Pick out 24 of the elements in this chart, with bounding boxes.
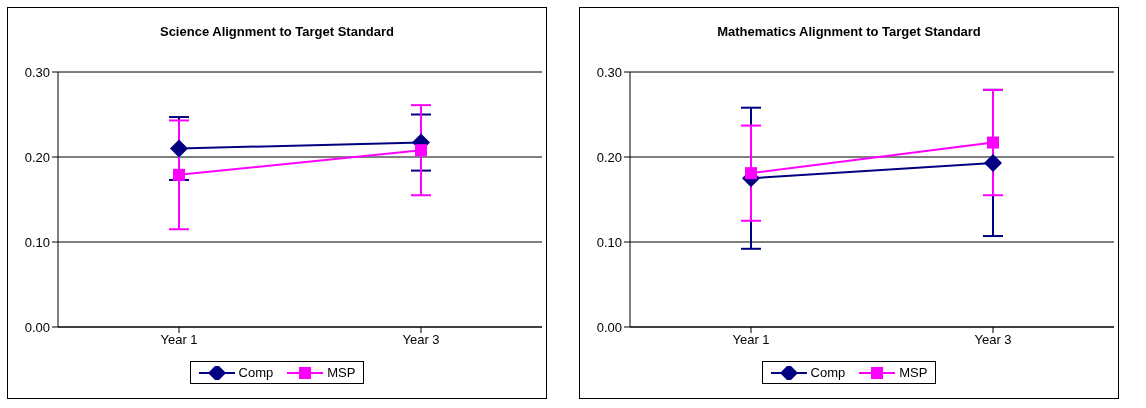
y-tick-label: 0.20 <box>24 149 50 165</box>
point <box>170 139 188 158</box>
y-tick-label: 0.10 <box>596 234 622 250</box>
point <box>987 136 999 149</box>
point <box>173 168 185 181</box>
x-tick-label: Year 1 <box>732 332 770 348</box>
legend-label: MSP <box>898 365 928 380</box>
x-tick-label: Year 1 <box>160 332 198 348</box>
chart-title: Mathematics Alignment to Target Standard <box>716 24 982 41</box>
legend-label: Comp <box>237 365 274 380</box>
y-tick-label: 0.10 <box>24 234 50 250</box>
y-tick-label: 0.30 <box>596 64 622 80</box>
point <box>984 153 1002 172</box>
point <box>745 167 757 180</box>
x-tick-label: Year 3 <box>402 332 440 348</box>
y-tick-label: 0.00 <box>596 319 622 335</box>
chart-title: Science Alignment to Target Standard <box>158 24 395 41</box>
legend-label: MSP <box>326 365 356 380</box>
y-tick-label: 0.00 <box>24 319 50 335</box>
y-tick-label: 0.20 <box>596 149 622 165</box>
legend-label: Comp <box>809 365 846 380</box>
y-tick-label: 0.30 <box>24 64 50 80</box>
x-tick-label: Year 3 <box>974 332 1012 348</box>
point <box>415 144 427 157</box>
